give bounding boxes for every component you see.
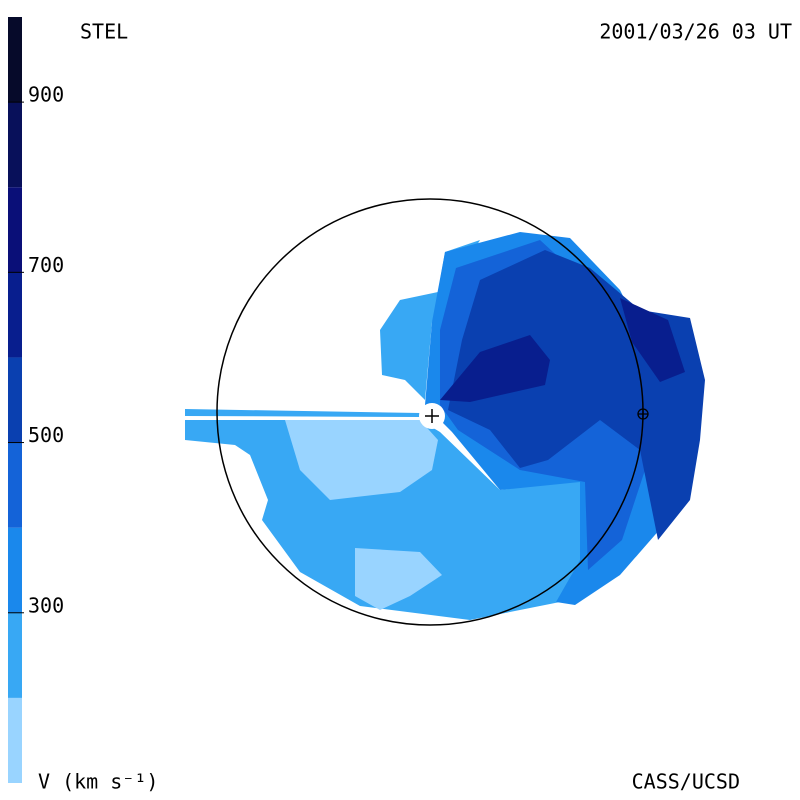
colorbar-band <box>8 612 22 698</box>
map <box>185 232 705 620</box>
colorbar-band <box>8 697 22 783</box>
velocity-region <box>185 420 590 620</box>
colorbar-tick-label: 900 <box>28 83 64 107</box>
chart-subtitle: 2001/03/26 03 UT <box>599 20 792 44</box>
sun-symbol <box>425 409 439 423</box>
velocity-region <box>185 409 420 417</box>
credit: CASS/UCSD <box>632 770 740 794</box>
chart-title: STEL <box>80 20 128 44</box>
colorbar-tick-label: 300 <box>28 593 64 617</box>
earth-symbol <box>638 409 648 419</box>
colorbar-band <box>8 102 22 188</box>
colorbar-band <box>8 442 22 528</box>
colorbar-label: V (km s⁻¹) <box>38 770 158 794</box>
colorbar-tick-label: 700 <box>28 253 64 277</box>
colorbar-band <box>8 527 22 613</box>
colorbar-band <box>8 17 22 103</box>
velocity-region <box>440 335 550 402</box>
velocity-region <box>620 298 685 382</box>
velocity-region <box>355 548 442 610</box>
colorbar-tick-label: 500 <box>28 423 64 447</box>
colorbar-band <box>8 272 22 358</box>
colorbar-band <box>8 187 22 273</box>
colorbar-band <box>8 357 22 443</box>
velocity-region <box>285 420 438 500</box>
